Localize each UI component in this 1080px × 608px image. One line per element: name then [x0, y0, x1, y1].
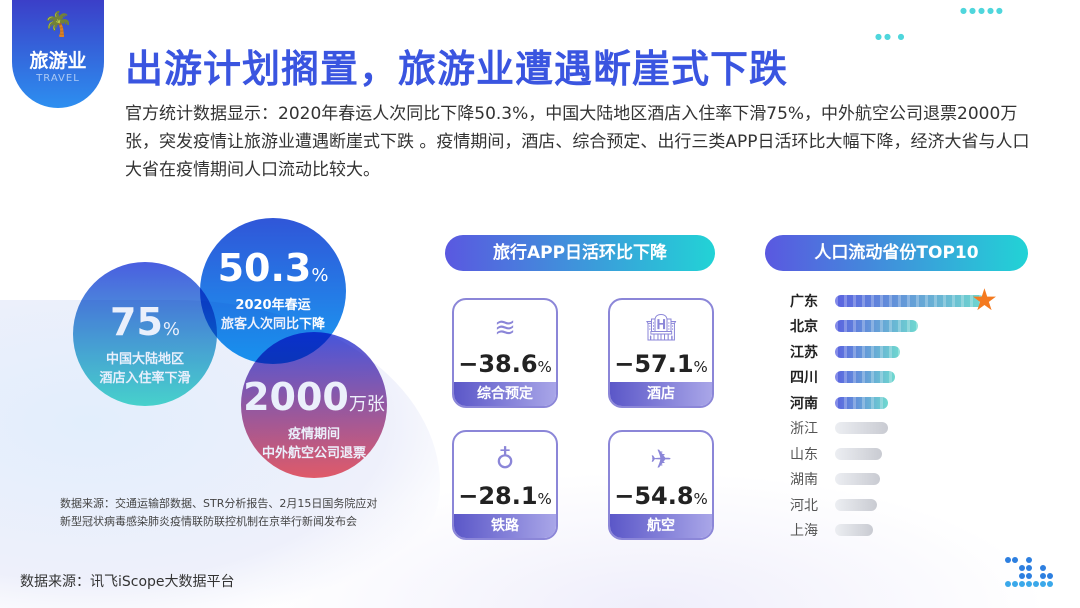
card-label: 酒店 [610, 382, 712, 406]
stat-caption: 疫情期间 [287, 427, 340, 442]
railway-icon: ♁ [495, 445, 515, 475]
rank-row: 湖南 [790, 467, 998, 493]
hotel-icon: 🏨︎ [644, 313, 678, 343]
card-unit: % [693, 358, 708, 376]
rank-bar [835, 345, 900, 358]
rank-row: 北京 [790, 314, 998, 340]
card-label: 综合预定 [454, 382, 556, 406]
stat-unit: 万张 [348, 394, 385, 415]
province-name: 广东 [790, 293, 818, 310]
province-name: 四川 [790, 370, 818, 387]
rank-row: 河北 [790, 492, 998, 518]
stat-caption: 中外航空公司退票 [261, 446, 366, 461]
airplane-icon: ✈ [650, 445, 672, 475]
app-card-hotel: 🏨︎ −57.1% 酒店 [608, 298, 714, 408]
intro-paragraph: 官方统计数据显示：2020年春运人次同比下降50.3%，中国大陆地区酒店入住率下… [125, 104, 1030, 180]
province-ranking: 广东 ★ 北京江苏四川河南浙江山东湖南河北上海 [790, 282, 998, 544]
app-section-title: 旅行APP日活环比下降 [445, 235, 715, 271]
stat-caption: 酒店入住率下滑 [99, 371, 191, 386]
stat-circle-refund: 2000万张 疫情期间 中外航空公司退票 [241, 332, 387, 478]
rank-section-title: 人口流动省份TOP10 [765, 235, 1028, 271]
rank-row: 江苏 [790, 339, 998, 365]
app-card-railway: ♁ −28.1% 铁路 [452, 430, 558, 540]
card-label: 铁路 [454, 514, 556, 538]
card-value: −38.6 [458, 350, 538, 378]
badge-sub: TRAVEL [36, 73, 80, 84]
province-name: 江苏 [790, 344, 818, 361]
badge-label: 旅游业 [29, 50, 87, 72]
rank-row: 河南 [790, 390, 998, 416]
source-line: 数据来源：交通运输部数据、STR分析报告、2月15日国务院应对 [60, 497, 378, 510]
card-value: −57.1 [614, 350, 694, 378]
rank-bar [835, 294, 985, 307]
stat-value: 2000 [243, 375, 349, 419]
card-unit: % [537, 490, 552, 508]
category-badge: 🌴 旅游业 TRAVEL [12, 0, 104, 108]
province-name: 上海 [790, 523, 818, 540]
decor-dots: ●●●●● [960, 6, 1005, 15]
stat-circle-hotel: 75% 中国大陆地区 酒店入住率下滑 [73, 262, 217, 406]
layers-icon: ≋ [494, 313, 516, 343]
stat-value: 75 [110, 300, 163, 344]
province-name: 浙江 [790, 421, 818, 438]
palm-tree-icon: 🌴 [43, 10, 73, 38]
province-name: 河南 [790, 395, 818, 412]
province-name: 湖南 [790, 472, 818, 489]
data-source-note: 数据来源：交通运输部数据、STR分析报告、2月15日国务院应对 新型冠状病毒感染… [60, 495, 377, 531]
rank-row: 四川 [790, 365, 998, 391]
rank-bar [835, 473, 880, 486]
province-name: 山东 [790, 446, 818, 463]
stat-caption: 中国大陆地区 [105, 352, 184, 367]
star-icon: ★ [971, 282, 998, 318]
rank-bar [835, 396, 888, 409]
rank-bar [835, 498, 877, 511]
stat-value: 50.3 [217, 246, 312, 290]
stat-unit: % [311, 265, 329, 286]
page-title: 出游计划搁置，旅游业遭遇断崖式下跌 [125, 47, 789, 91]
card-label: 航空 [610, 514, 712, 538]
rank-row: 广东 ★ [790, 282, 998, 318]
rank-bar [835, 447, 882, 460]
rank-bar [835, 371, 895, 384]
rank-row: 山东 [790, 441, 998, 467]
app-card-booking: ≋ −38.6% 综合预定 [452, 298, 558, 408]
card-value: −28.1 [458, 482, 538, 510]
rank-bar [835, 422, 888, 435]
card-value: −54.8 [614, 482, 694, 510]
card-unit: % [693, 490, 708, 508]
province-name: 北京 [790, 319, 818, 336]
province-name: 河北 [790, 497, 818, 514]
rank-row: 上海 [790, 518, 998, 544]
stat-unit: % [162, 319, 180, 340]
source-line: 新型冠状病毒感染肺炎疫情联防联控机制在京举行新闻发布会 [60, 515, 357, 528]
stat-caption: 2020年春运 [235, 298, 311, 313]
card-unit: % [537, 358, 552, 376]
brand-logo-dots [1005, 557, 1053, 587]
app-card-aviation: ✈ −54.8% 航空 [608, 430, 714, 540]
rank-bar [835, 524, 873, 537]
decor-dots: ●● ● [875, 32, 907, 41]
rank-bar [835, 320, 918, 333]
data-source-footer: 数据来源：讯飞iScope大数据平台 [20, 574, 235, 590]
stat-caption: 旅客人次同比下降 [220, 317, 325, 332]
rank-row: 浙江 [790, 416, 998, 442]
